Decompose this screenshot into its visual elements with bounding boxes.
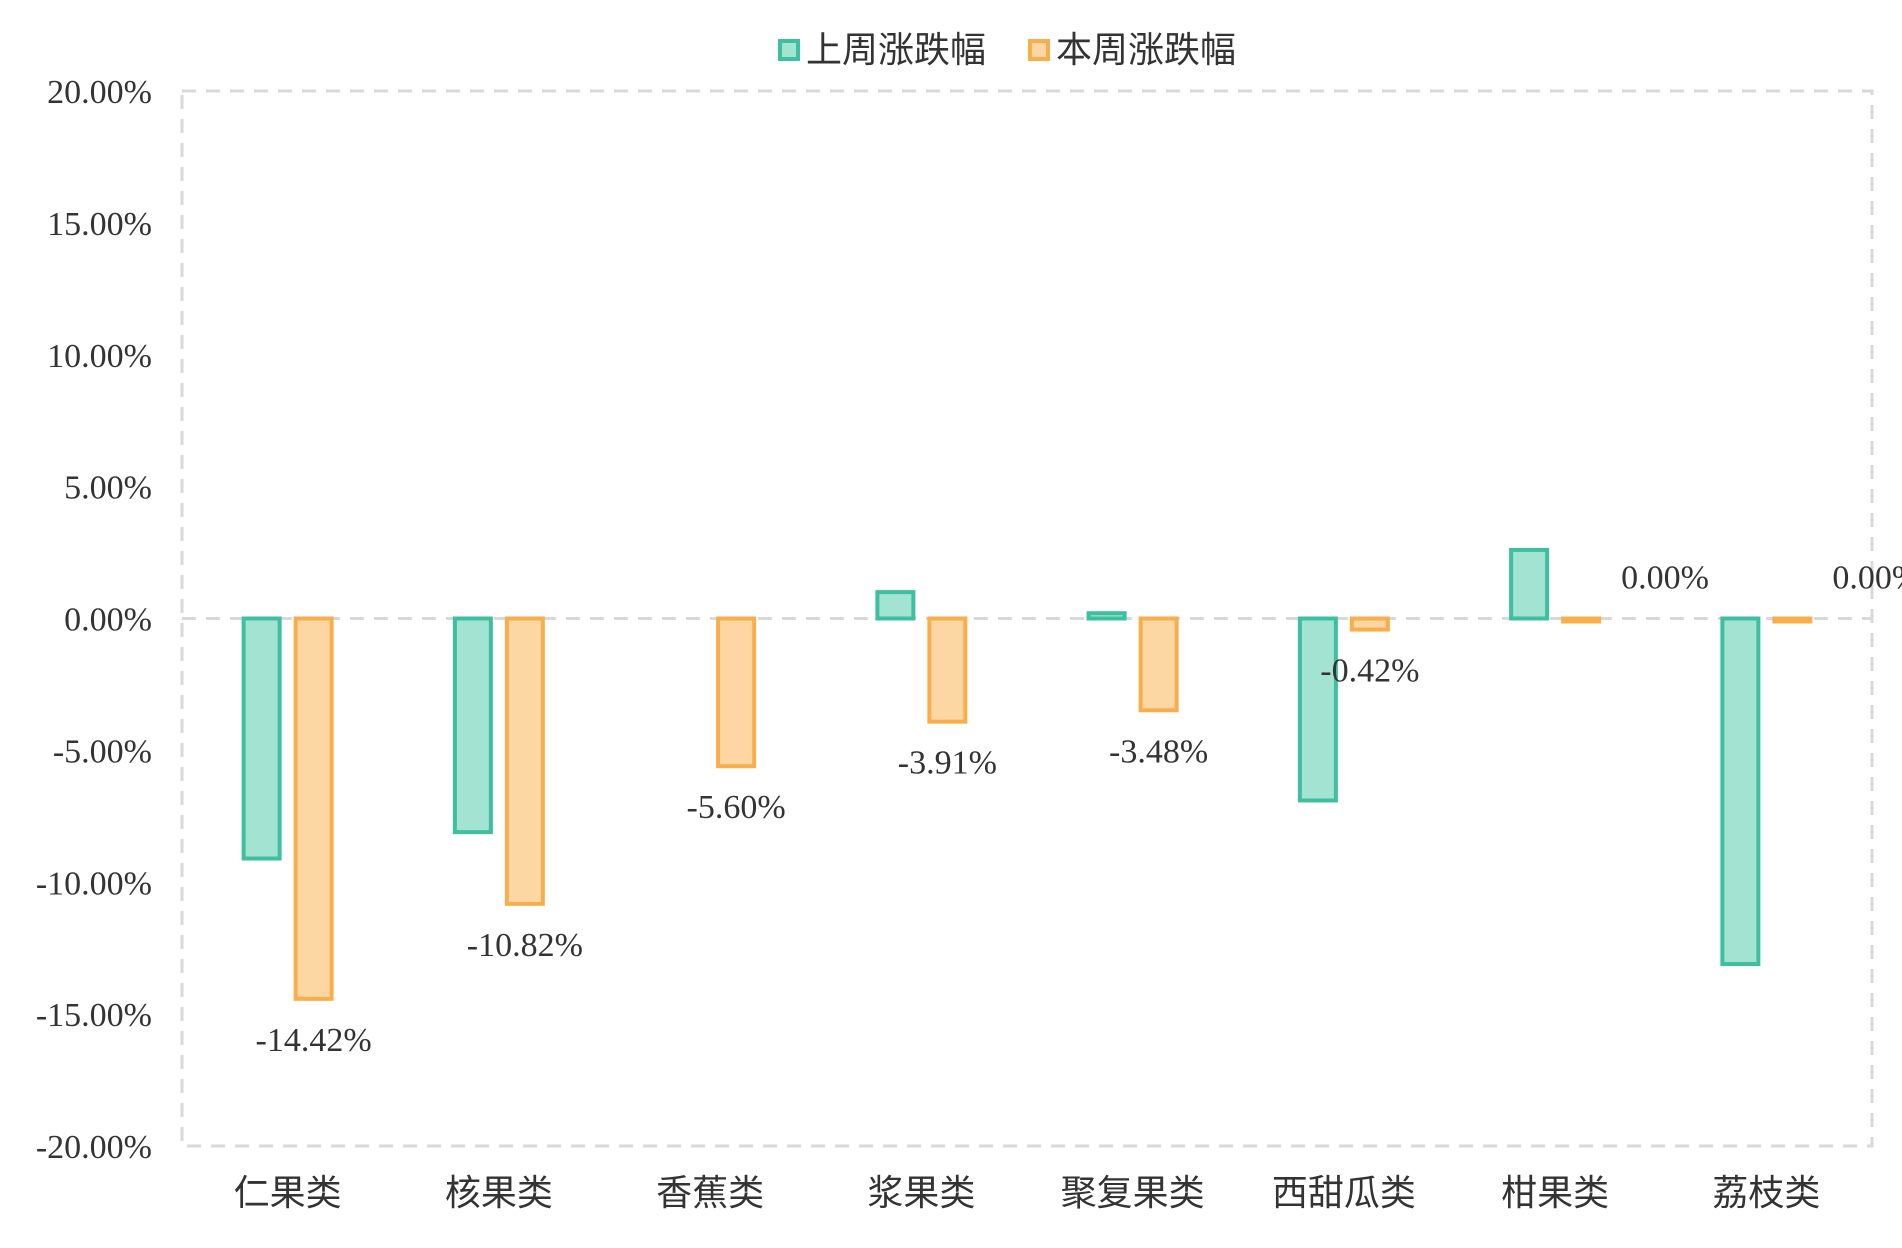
y-tick-label: 10.00% — [47, 338, 152, 375]
y-tick-label: 0.00% — [64, 602, 152, 639]
bar-series2-4 — [927, 616, 968, 724]
x-category-label: 浆果类 — [867, 1173, 975, 1213]
data-label: 0.00% — [1832, 560, 1902, 597]
data-label: -3.48% — [1109, 733, 1208, 770]
data-label: -14.42% — [256, 1022, 372, 1059]
y-tick-label: 15.00% — [47, 206, 152, 243]
bar-series1-8 — [1720, 616, 1761, 967]
legend: 上周涨跌幅 本周涨跌幅 — [778, 30, 1236, 70]
x-category-label: 西甜瓜类 — [1272, 1173, 1416, 1213]
bar-series1-7 — [1509, 547, 1550, 621]
x-category-label: 香蕉类 — [656, 1173, 764, 1213]
x-category-label: 核果类 — [445, 1173, 553, 1213]
bars-group — [241, 547, 1813, 1001]
bar-series2-7 — [1561, 616, 1602, 624]
y-tick-label: 20.00% — [47, 74, 152, 111]
x-axis-categories: 仁果类 核果类 香蕉类 浆果类 聚复果类 西甜瓜类 柑果类 荔枝类 — [234, 1173, 1821, 1213]
x-category-label: 仁果类 — [234, 1173, 342, 1213]
bar-series2-5 — [1138, 616, 1179, 713]
bar-series1-2 — [452, 616, 493, 835]
y-tick-label: -20.00% — [36, 1129, 152, 1166]
data-label: -0.42% — [1320, 653, 1419, 690]
bar-series1-4 — [875, 590, 916, 621]
y-tick-label: -15.00% — [36, 997, 152, 1034]
data-label: -10.82% — [467, 927, 583, 964]
y-tick-label: -5.00% — [53, 733, 152, 770]
data-label: 0.00% — [1621, 560, 1709, 597]
bar-series1-6 — [1297, 616, 1338, 803]
y-tick-label: -10.00% — [36, 865, 152, 902]
bar-series1-1 — [241, 616, 282, 861]
data-label: -3.91% — [898, 745, 997, 782]
bar-series1-5 — [1086, 611, 1127, 621]
x-category-label: 柑果类 — [1501, 1173, 1609, 1213]
bar-series2-2 — [504, 616, 545, 906]
bar-series2-8 — [1772, 616, 1813, 624]
data-label: -5.60% — [687, 789, 786, 826]
y-tick-label: 5.00% — [64, 470, 152, 507]
legend-label: 本周涨跌幅 — [1056, 30, 1236, 70]
bar-series2-1 — [293, 616, 334, 1001]
x-category-label: 聚复果类 — [1061, 1173, 1205, 1213]
bar-series2-6 — [1349, 616, 1390, 632]
legend-swatch-series1 — [778, 39, 800, 61]
legend-swatch-series2 — [1028, 39, 1050, 61]
legend-label: 上周涨跌幅 — [806, 30, 986, 70]
y-axis-ticks: 20.00% 15.00% 10.00% 5.00% 0.00% -5.00% -10.00… — [36, 74, 152, 1166]
x-category-label: 荔枝类 — [1712, 1173, 1820, 1213]
bar-series2-3 — [716, 616, 757, 769]
data-labels-group: -14.42% -10.82% -5.60% -3.91% -3.48% -0.42% 0.… — [256, 560, 1902, 1059]
